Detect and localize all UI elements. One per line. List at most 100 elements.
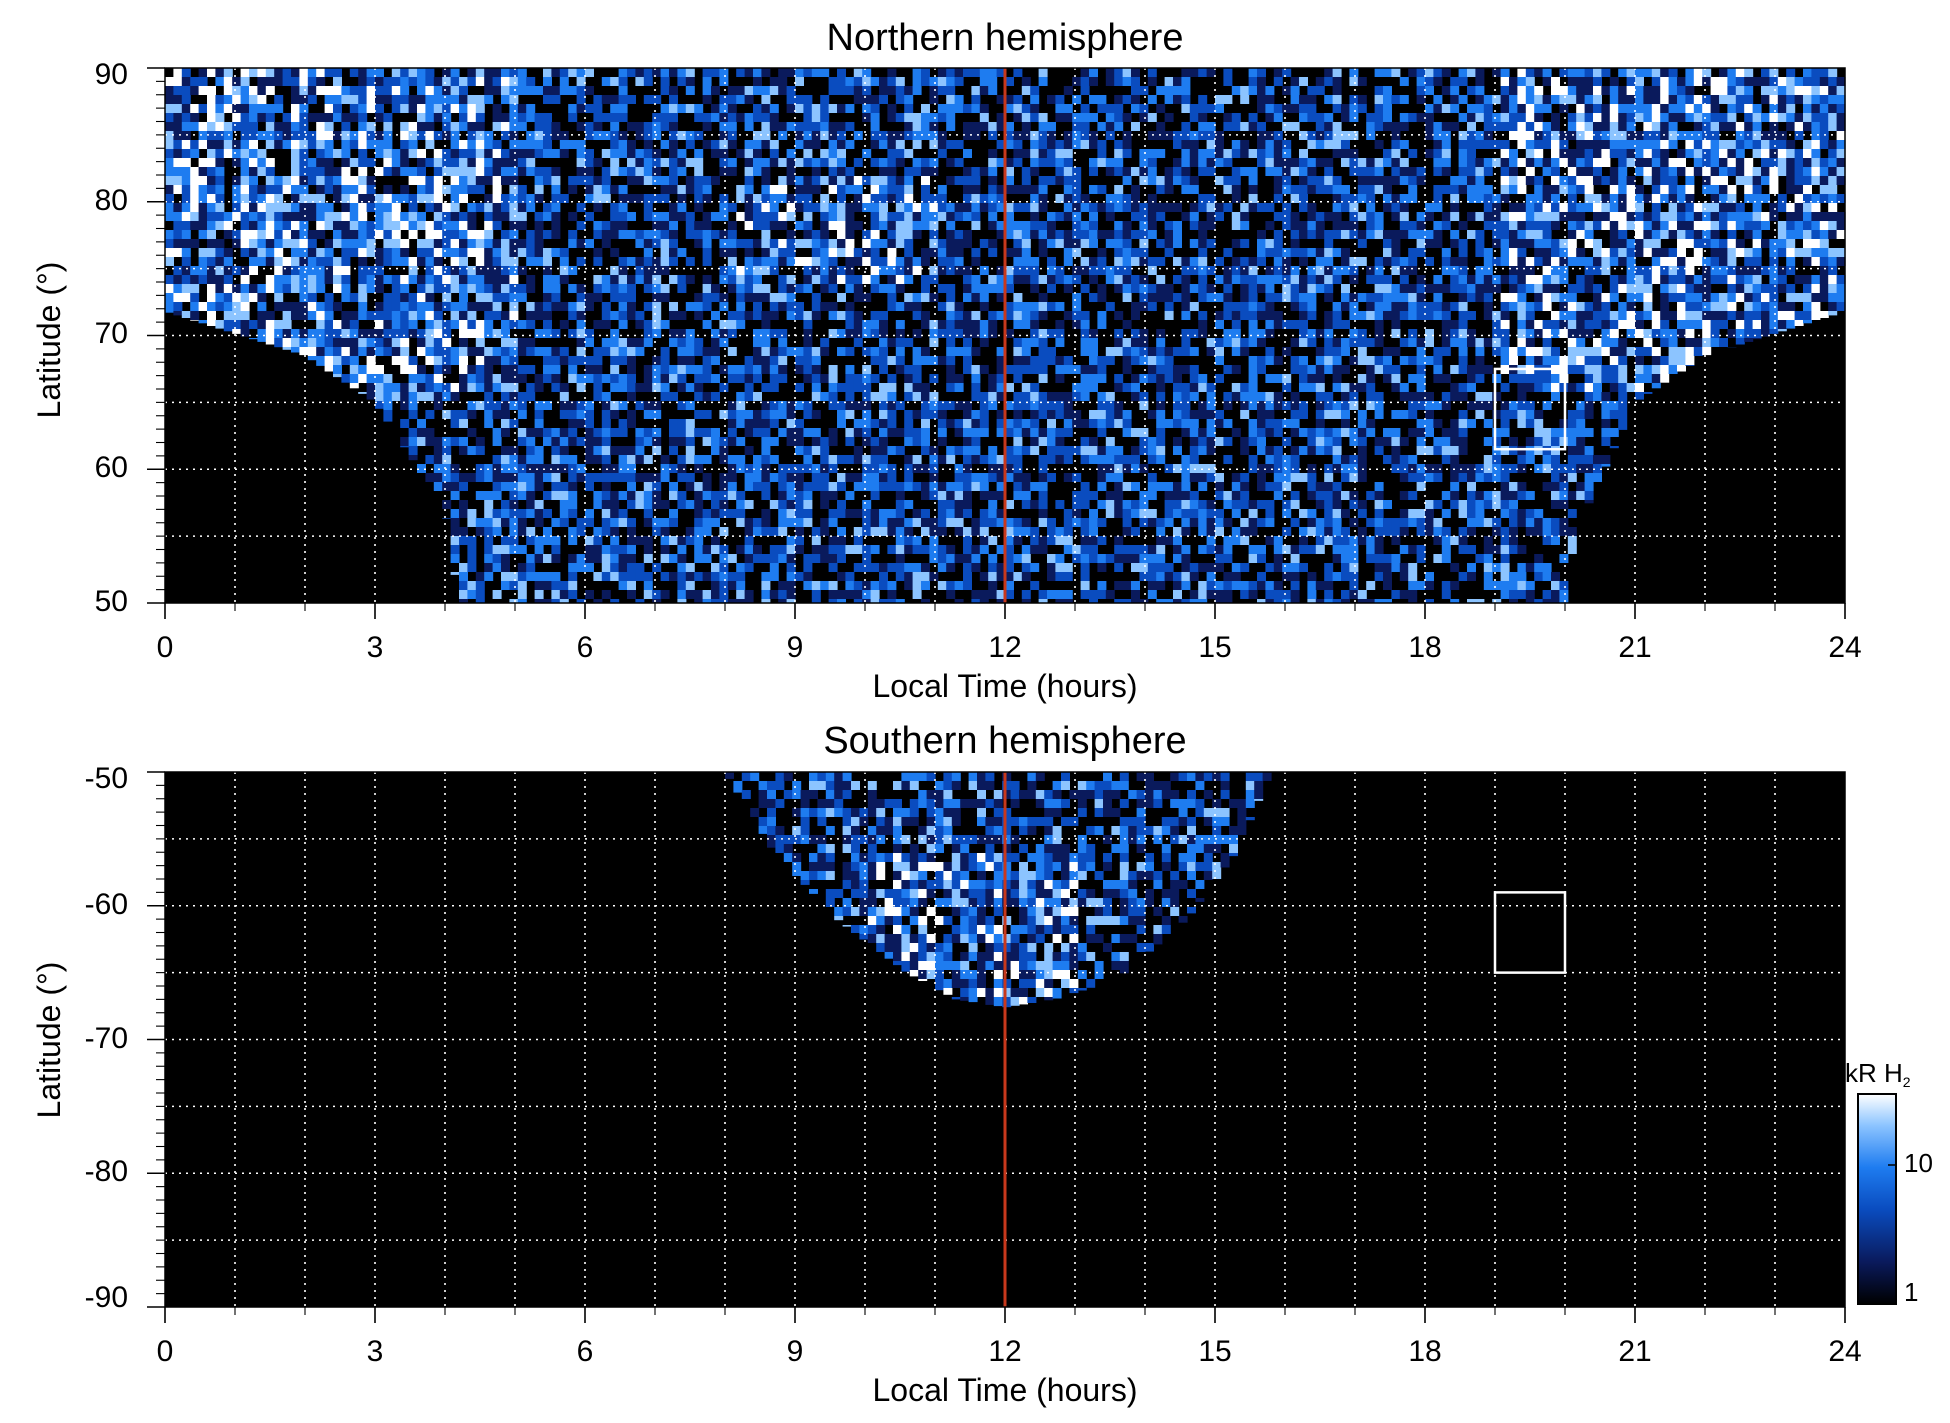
emission-cell <box>904 113 914 122</box>
emission-cell <box>895 257 905 266</box>
emission-cell <box>702 230 712 239</box>
emission-cell <box>576 410 586 419</box>
emission-cell <box>1122 581 1132 590</box>
emission-cell <box>677 500 687 509</box>
emission-cell <box>333 194 342 203</box>
emission-cell <box>1147 581 1157 590</box>
emission-cell <box>324 329 334 338</box>
emission-cell <box>1114 383 1124 392</box>
emission-cell <box>811 347 821 356</box>
emission-cell <box>677 455 687 464</box>
emission-cell <box>929 392 939 401</box>
emission-cell <box>492 545 502 554</box>
emission-cell <box>837 149 846 158</box>
emission-cell <box>879 437 888 446</box>
emission-cell <box>1231 428 1241 437</box>
emission-cell <box>190 302 200 311</box>
emission-cell <box>1198 599 1208 603</box>
emission-cell <box>526 203 536 212</box>
emission-cell <box>1114 554 1124 563</box>
emission-cell <box>853 473 863 482</box>
emission-cell <box>1063 140 1073 149</box>
emission-cell <box>1055 401 1065 410</box>
emission-cell <box>198 77 208 86</box>
emission-cell <box>652 113 662 122</box>
emission-cell <box>484 266 494 275</box>
emission-cell <box>173 122 183 131</box>
emission-cell <box>769 527 779 536</box>
emission-cell <box>1164 176 1174 185</box>
emission-cell <box>484 140 494 149</box>
emission-cell <box>1139 509 1149 518</box>
emission-cell <box>475 203 485 212</box>
emission-cell <box>627 410 636 419</box>
emission-cell <box>1038 536 1048 545</box>
emission-cell <box>1257 482 1266 491</box>
emission-cell <box>1097 518 1107 527</box>
emission-cell <box>1231 257 1241 266</box>
emission-cell <box>333 257 342 266</box>
emission-cell <box>618 491 628 500</box>
emission-cell <box>761 131 771 140</box>
emission-cell <box>1013 572 1023 581</box>
emission-cell <box>568 581 578 590</box>
emission-cell <box>610 212 620 221</box>
emission-cell <box>1030 185 1040 194</box>
emission-cell <box>652 311 662 320</box>
emission-cell <box>853 599 863 603</box>
emission-cell <box>1173 419 1182 428</box>
emission-cell <box>711 599 720 603</box>
emission-cell <box>181 77 191 86</box>
emission-cell <box>1181 329 1191 338</box>
emission-cell <box>274 320 284 329</box>
emission-cell <box>1240 221 1250 230</box>
emission-cell <box>761 509 771 518</box>
emission-cell <box>1038 131 1048 140</box>
emission-cell <box>887 482 897 491</box>
emission-cell <box>383 194 393 203</box>
emission-cell <box>1097 149 1107 158</box>
emission-cell <box>736 374 746 383</box>
emission-cell <box>1097 320 1107 329</box>
emission-cell <box>1055 338 1065 347</box>
emission-cell <box>769 500 779 509</box>
emission-cell <box>727 365 737 374</box>
emission-cell <box>1021 221 1031 230</box>
emission-cell <box>425 329 435 338</box>
emission-cell <box>467 329 477 338</box>
emission-cell <box>534 455 544 464</box>
emission-cell <box>1265 536 1275 545</box>
emission-cell <box>669 167 678 176</box>
emission-cell <box>1097 248 1107 257</box>
emission-cell <box>349 365 359 374</box>
emission-cell <box>433 473 443 482</box>
emission-cell <box>383 302 393 311</box>
emission-cell <box>627 473 636 482</box>
emission-cell <box>837 293 846 302</box>
emission-cell <box>971 428 981 437</box>
emission-cell <box>921 104 930 113</box>
emission-cell <box>660 473 670 482</box>
emission-cell <box>769 365 779 374</box>
emission-cell <box>996 473 1006 482</box>
emission-cell <box>862 455 872 464</box>
emission-cell <box>988 383 998 392</box>
emission-cell <box>921 572 930 581</box>
emission-cell <box>694 113 704 122</box>
emission-cell <box>996 140 1006 149</box>
emission-cell <box>333 113 342 122</box>
emission-cell <box>761 590 771 599</box>
emission-cell <box>795 176 804 185</box>
emission-cell <box>845 86 855 95</box>
emission-cell <box>1097 293 1107 302</box>
emission-cell <box>929 212 939 221</box>
emission-cell <box>921 275 930 284</box>
emission-cell <box>1105 554 1115 563</box>
emission-cell <box>333 356 342 365</box>
emission-cell <box>1181 383 1191 392</box>
emission-cell <box>425 95 435 104</box>
emission-cell <box>1063 473 1073 482</box>
emission-cell <box>685 176 695 185</box>
emission-cell <box>509 599 519 603</box>
emission-cell <box>921 158 930 167</box>
